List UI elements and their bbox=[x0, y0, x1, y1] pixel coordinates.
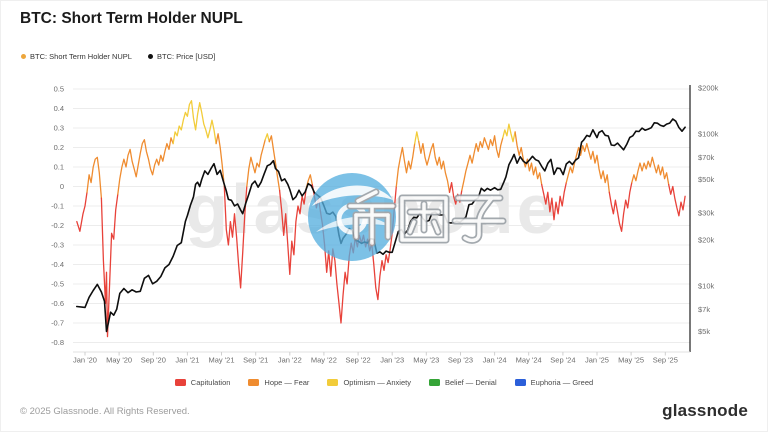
nupl-line-segment bbox=[172, 100, 217, 145]
nupl-line-segment bbox=[448, 181, 463, 205]
price-series-dot bbox=[147, 54, 153, 59]
svg-text:$20k: $20k bbox=[698, 236, 715, 245]
nupl-line-segment bbox=[565, 142, 610, 193]
svg-text:0.5: 0.5 bbox=[54, 85, 64, 94]
svg-text:0.3: 0.3 bbox=[54, 124, 64, 133]
copyright-text: © 2025 Glassnode. All Rights Reserved. bbox=[20, 405, 190, 417]
nupl-series-dot bbox=[21, 54, 26, 59]
page-title: BTC: Short Term Holder NUPL bbox=[20, 10, 243, 27]
svg-text:$10k: $10k bbox=[698, 281, 715, 290]
svg-text:-0.3: -0.3 bbox=[51, 241, 64, 250]
svg-text:-0.1: -0.1 bbox=[51, 202, 64, 211]
svg-text:$70k: $70k bbox=[698, 153, 715, 162]
svg-text:-0.8: -0.8 bbox=[51, 338, 64, 347]
svg-text:Sep '24: Sep '24 bbox=[550, 356, 575, 365]
capitulation-swatch bbox=[174, 379, 186, 386]
nupl-line-segment bbox=[76, 191, 88, 232]
band-item-euphoria-greed: Euphoria — Greed bbox=[514, 378, 594, 387]
svg-text:May '20: May '20 bbox=[106, 356, 132, 365]
nupl-line-segment bbox=[461, 135, 504, 192]
svg-text:$200k: $200k bbox=[698, 84, 719, 93]
nupl-line-segment bbox=[246, 139, 266, 188]
svg-text:May '25: May '25 bbox=[618, 356, 644, 365]
nupl-line-segment bbox=[631, 156, 670, 186]
optimism-anxiety-swatch bbox=[327, 379, 339, 386]
svg-text:0.1: 0.1 bbox=[54, 163, 64, 172]
nupl-line-segment bbox=[418, 141, 451, 193]
svg-text:Jan '20: Jan '20 bbox=[73, 356, 97, 365]
price-line bbox=[76, 118, 686, 333]
nupl-series-label: BTC: Short Term Holder NUPL bbox=[30, 52, 132, 61]
svg-text:Jan '21: Jan '21 bbox=[175, 356, 199, 365]
svg-text:Jan '22: Jan '22 bbox=[278, 356, 302, 365]
svg-text:0.4: 0.4 bbox=[54, 104, 64, 113]
svg-text:$50k: $50k bbox=[698, 175, 715, 184]
series-legend: BTC: Short Term Holder NUPL BTC: Price [… bbox=[21, 52, 215, 61]
biquanzi-logo-watermark bbox=[308, 173, 507, 261]
svg-text:$7k: $7k bbox=[698, 305, 710, 314]
svg-text:Sep '23: Sep '23 bbox=[448, 356, 473, 365]
euphoria-greed-swatch bbox=[514, 379, 526, 386]
band-item-optimism-anxiety: Optimism — Anxiety bbox=[327, 378, 411, 387]
nupl-line-segment bbox=[668, 183, 686, 217]
svg-text:-0.5: -0.5 bbox=[51, 280, 64, 289]
svg-text:Jan '23: Jan '23 bbox=[380, 356, 404, 365]
legend-item-price[interactable]: BTC: Price [USD] bbox=[147, 52, 216, 61]
footer: © 2025 Glassnode. All Rights Reserved. g… bbox=[0, 398, 768, 424]
glassnode-wordmark: glassnode bbox=[662, 401, 748, 420]
svg-text:-0.7: -0.7 bbox=[51, 319, 64, 328]
svg-text:-0.2: -0.2 bbox=[51, 221, 64, 230]
svg-text:Jan '24: Jan '24 bbox=[483, 356, 507, 365]
hope-fear-label: Hope — Fear bbox=[264, 378, 310, 387]
left-axis-labels: 0.5 0.4 0.3 0.2 0.1 0 -0.1 -0.2 -0.3 -0.4 -0.5 -0.6… bbox=[51, 85, 64, 348]
nupl-line-segment bbox=[414, 131, 420, 145]
nupl-line-segment bbox=[223, 185, 248, 289]
svg-text:May '22: May '22 bbox=[311, 356, 337, 365]
band-legend: Capitulation Hope — Fear Optimism — Anxi… bbox=[0, 378, 768, 387]
belief-denial-label: Belief — Denial bbox=[444, 378, 497, 387]
svg-text:Sep '21: Sep '21 bbox=[243, 356, 268, 365]
svg-text:Sep '22: Sep '22 bbox=[345, 356, 370, 365]
legend-item-nupl[interactable]: BTC: Short Term Holder NUPL bbox=[21, 52, 132, 61]
nupl-line-segment bbox=[86, 156, 103, 199]
nupl-line-segment bbox=[100, 193, 119, 338]
svg-text:$30k: $30k bbox=[698, 209, 715, 218]
right-axis-labels: $200k $100k $70k $50k $30k $20k $10k $7k $5k bbox=[698, 84, 719, 337]
x-axis-labels: Jan '20 May '20 Sep '20 Jan '21 May '21 Sep '… bbox=[73, 352, 678, 365]
svg-text:May '24: May '24 bbox=[516, 356, 542, 365]
nupl-line-segment bbox=[264, 133, 270, 143]
nupl-line-segment bbox=[215, 133, 225, 188]
svg-text:$5k: $5k bbox=[698, 327, 710, 336]
svg-text:Sep '25: Sep '25 bbox=[653, 356, 678, 365]
svg-text:Jan '25: Jan '25 bbox=[585, 356, 609, 365]
hope-fear-swatch bbox=[248, 379, 260, 386]
band-item-hope-fear: Hope — Fear bbox=[248, 378, 309, 387]
optimism-anxiety-label: Optimism — Anxiety bbox=[343, 378, 411, 387]
nupl-line-segment bbox=[395, 142, 416, 188]
band-item-belief-denial: Belief — Denial bbox=[428, 378, 497, 387]
belief-denial-swatch bbox=[428, 379, 440, 386]
nupl-line-segment bbox=[278, 187, 307, 275]
svg-text:May '23: May '23 bbox=[413, 356, 439, 365]
svg-text:-0.4: -0.4 bbox=[51, 260, 64, 269]
svg-text:May '21: May '21 bbox=[208, 356, 234, 365]
band-item-capitulation: Capitulation bbox=[174, 378, 231, 387]
capitulation-label: Capitulation bbox=[190, 378, 231, 387]
svg-text:$100k: $100k bbox=[698, 129, 719, 138]
svg-text:0: 0 bbox=[60, 182, 64, 191]
nupl-line-segment bbox=[514, 131, 543, 186]
nupl-line-segment bbox=[502, 123, 516, 143]
svg-text:Sep '20: Sep '20 bbox=[141, 356, 166, 365]
svg-text:-0.6: -0.6 bbox=[51, 299, 64, 308]
euphoria-greed-label: Euphoria — Greed bbox=[530, 378, 594, 387]
svg-text:0.2: 0.2 bbox=[54, 143, 64, 152]
nupl-line-segment bbox=[117, 137, 174, 195]
nupl-line-segment bbox=[541, 181, 567, 221]
nupl-line-segment bbox=[268, 135, 281, 192]
price-series-label: BTC: Price [USD] bbox=[156, 52, 216, 61]
nupl-line-segment bbox=[608, 181, 633, 232]
